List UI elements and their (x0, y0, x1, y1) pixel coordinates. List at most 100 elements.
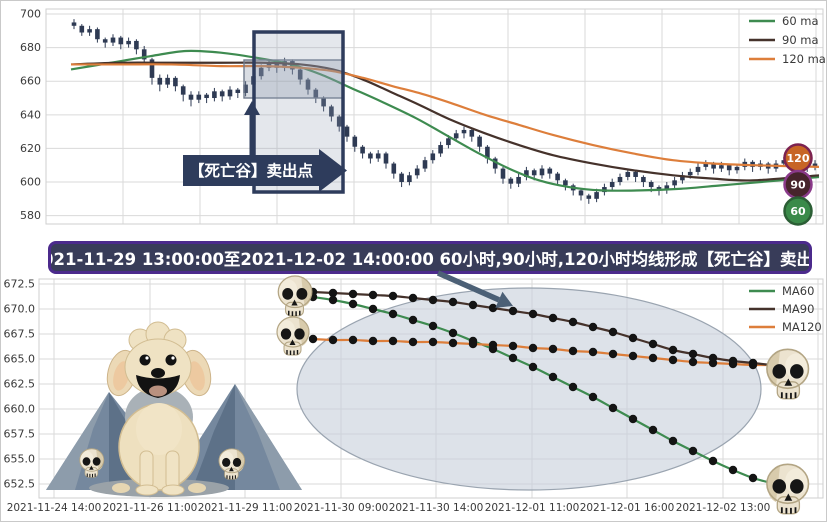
data-point-dot (688, 446, 698, 456)
highlight-ellipse-shape (296, 287, 762, 491)
data-point-dot (308, 334, 318, 344)
candle-body (95, 29, 100, 40)
candle-body (173, 77, 178, 87)
data-point-dot (348, 299, 358, 309)
data-point-dot (408, 315, 418, 325)
top-legend-item: 90 ma (749, 33, 819, 47)
data-point-dot (628, 351, 638, 361)
data-point-dot (668, 355, 678, 365)
data-point-dot (368, 336, 378, 346)
ma-badge-label: 60 (790, 205, 806, 218)
ma-legend-top: 60 ma 90 ma 120 ma (749, 14, 826, 66)
ytick-label: 600 (20, 176, 41, 189)
down-right-arrow-icon (436, 270, 501, 303)
data-point-dot (668, 345, 678, 355)
annotation-arrow (436, 270, 513, 308)
candle-body (235, 89, 241, 93)
candle-body (407, 175, 412, 183)
candle-body (102, 39, 108, 43)
candle-body (711, 163, 716, 169)
candle-body (79, 25, 85, 33)
ytick-label: 680 (20, 41, 41, 54)
skull-icon (765, 348, 810, 400)
ytick-label: 672.5 (4, 278, 36, 291)
death-valley-label: 【死亡谷】卖出点 (189, 161, 314, 180)
ytick-label: 620 (20, 142, 41, 155)
data-point-dot (748, 473, 758, 483)
candle-body (243, 84, 248, 93)
callout-box (183, 155, 319, 186)
data-point-dot (348, 335, 358, 345)
candle-body (446, 138, 451, 146)
candle-body (633, 171, 638, 177)
ma-legend-bottom: MA60 MA90 MA120 (749, 284, 822, 334)
xtick-label: 2021-12-01 11:00 (485, 502, 580, 514)
ma-badge-label: 90 (790, 179, 806, 192)
dog-paw (135, 484, 159, 496)
data-point-dot (728, 465, 738, 475)
ytick-label: 640 (20, 108, 41, 121)
data-point-dot (468, 300, 478, 310)
candle-body (625, 171, 631, 177)
data-point-dot (328, 288, 338, 298)
candle-body (126, 40, 131, 45)
data-point-dot (508, 341, 518, 351)
dog-eye-glint (171, 356, 175, 360)
candle-body (586, 195, 592, 199)
data-point-dot (528, 362, 538, 372)
candle-body (157, 77, 163, 85)
candle-body (726, 165, 732, 171)
xtick-label: 2021-11-30 14:00 (389, 502, 484, 514)
data-point-dot (648, 425, 658, 435)
mountain-light (46, 392, 109, 490)
skull-icon (765, 463, 810, 515)
candle-body (453, 133, 459, 139)
ma-line-60ma (70, 49, 820, 192)
candle-body (555, 173, 560, 181)
candle-body (321, 98, 326, 107)
dog-eye-glint (145, 356, 149, 360)
xtick-label: 2021-12-02 13:00 (676, 502, 771, 514)
candle-body (71, 22, 77, 26)
ma-badge-label: 120 (787, 152, 810, 165)
ma-line-90ma (70, 61, 820, 182)
highlight-ellipse (296, 287, 762, 491)
data-point-dot (548, 372, 558, 382)
ytick-label: 657.5 (4, 428, 36, 441)
bottom-legend-item: MA60 (749, 284, 814, 298)
data-point-dot (568, 317, 578, 327)
candle-body (469, 129, 475, 137)
data-point-dot (548, 344, 558, 354)
candle-body (617, 176, 623, 183)
skull-icon (277, 275, 313, 317)
candle-body (313, 89, 319, 99)
dog-illustration (106, 321, 212, 496)
candle-body (391, 163, 397, 174)
candle-body (196, 94, 202, 100)
ytick-label: 660 (20, 75, 41, 88)
bottom-legend-label: MA60 (782, 284, 814, 298)
candle-body (563, 180, 568, 186)
xtick-label: 2021-12-01 16:00 (580, 502, 675, 514)
candle-body (118, 37, 124, 45)
top-legend-label: 120 ma (782, 52, 826, 66)
data-point-dot (588, 322, 598, 332)
data-point-dot (728, 356, 738, 366)
data-point-dot (748, 358, 758, 368)
ytick-label: 655.0 (4, 453, 36, 466)
candle-body (812, 163, 818, 167)
ytick-label: 667.5 (4, 328, 36, 341)
data-point-dot (328, 335, 338, 345)
candle-body (399, 173, 404, 183)
candle-body (258, 67, 264, 77)
ma-line-120ma (71, 63, 820, 168)
data-point-dot (468, 339, 478, 349)
candle-body (368, 153, 373, 159)
data-point-dot (548, 313, 558, 323)
candle-body (656, 187, 662, 191)
down-right-arrow-icon-head (495, 291, 513, 308)
candle-body (609, 182, 615, 188)
top-legend-label: 90 ma (782, 33, 819, 47)
